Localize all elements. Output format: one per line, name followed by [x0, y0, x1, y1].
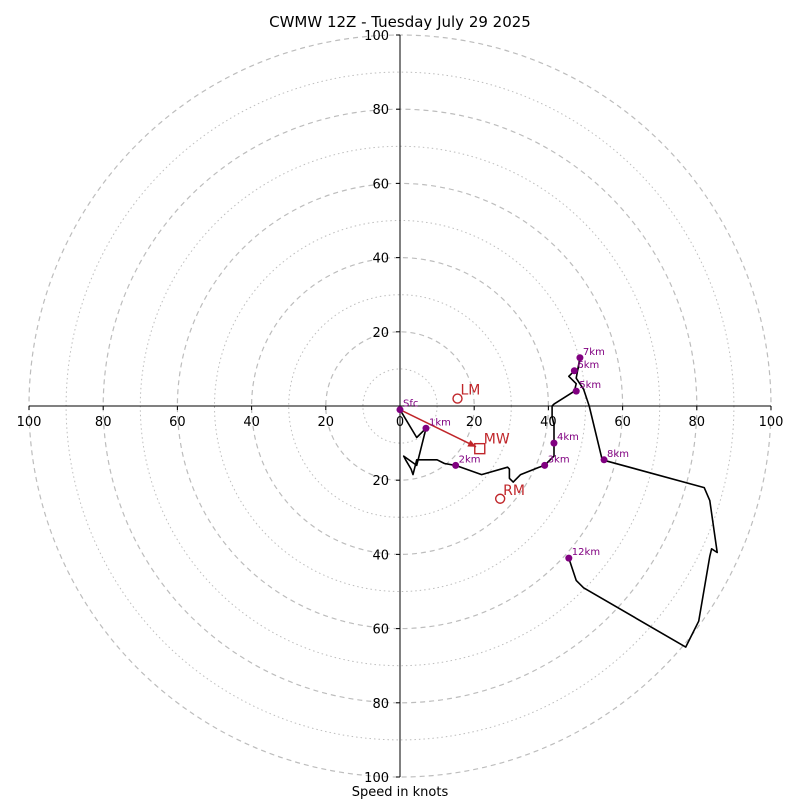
height-marker-label: 7km [583, 347, 605, 358]
y-tick-label: 80 [372, 103, 389, 118]
height-marker-Sfc [396, 406, 404, 414]
x-tick-label: 80 [95, 415, 112, 430]
height-marker-label: 2km [459, 454, 481, 465]
x-tick-label: 100 [17, 415, 42, 430]
y-tick-label: 40 [372, 252, 389, 267]
mean-wind-label: MW [484, 432, 510, 448]
y-tick-label: 60 [372, 177, 389, 192]
height-marker-label: 5km [579, 380, 601, 391]
right-mover-label: RM [503, 483, 525, 499]
height-marker-4km [550, 439, 558, 447]
x-tick-label: 100 [759, 415, 784, 430]
height-marker-12km [565, 554, 573, 562]
y-tick-label: 100 [364, 771, 389, 786]
y-tick-label: 100 [364, 29, 389, 44]
height-marker-label: Sfc [403, 399, 418, 410]
y-tick-labels: 100 80 60 40 20 20 40 60 80 100 [364, 29, 400, 786]
y-tick-label: 20 [372, 326, 389, 341]
height-marker-2km [452, 461, 460, 469]
x-tick-label: 80 [689, 415, 706, 430]
x-tick-label: 20 [318, 415, 335, 430]
y-tick-label: 20 [372, 474, 389, 489]
hodograph-trace [399, 356, 719, 648]
height-marker-1km [422, 424, 430, 432]
height-markers: Sfc 1km 2km 3km 4km 5km 6km 7km 8km 12km [396, 347, 629, 562]
chart-title: CWMW 12Z - Tuesday July 29 2025 [269, 13, 531, 31]
height-marker-label: 1km [429, 417, 451, 428]
right-mover-marker [494, 493, 506, 504]
mean-wind-arrow-line [399, 409, 477, 448]
hodograph-line [399, 356, 719, 648]
mean-wind-arrow-head [467, 440, 477, 447]
height-marker-label: 12km [572, 547, 600, 558]
x-tick-labels: 100 80 60 40 20 0 20 40 60 80 100 [17, 406, 784, 430]
x-tick-label: 20 [466, 415, 483, 430]
x-tick-label: 60 [169, 415, 186, 430]
height-marker-label: 4km [557, 432, 579, 443]
y-tick-label: 60 [372, 623, 389, 638]
x-tick-label: 60 [614, 415, 631, 430]
x-tick-label: 0 [396, 415, 404, 430]
left-mover-label: LM [461, 383, 481, 399]
height-marker-7km [576, 354, 584, 362]
height-marker-8km [600, 456, 608, 464]
x-tick-label: 40 [243, 415, 260, 430]
left-mover-marker [452, 393, 463, 404]
y-tick-label: 80 [372, 697, 389, 712]
height-marker-label: 6km [577, 360, 599, 371]
height-marker-label: 8km [607, 449, 629, 460]
mean-wind-marker [474, 442, 486, 455]
height-marker-6km [570, 367, 578, 375]
height-marker-label: 3km [548, 454, 570, 465]
storm-motion-markers: LM RM MW [399, 383, 525, 504]
y-tick-label: 40 [372, 548, 389, 563]
height-marker-5km [572, 387, 580, 395]
height-marker-3km [541, 461, 549, 469]
x-axis-label: Speed in knots [352, 785, 449, 800]
